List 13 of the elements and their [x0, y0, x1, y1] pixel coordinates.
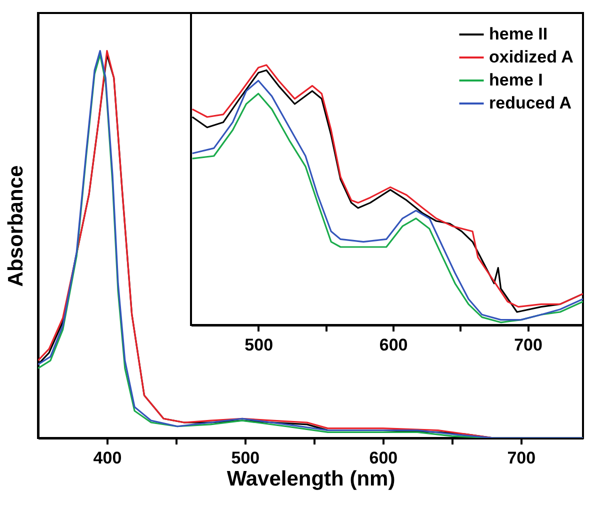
x-tick-label: 600 — [379, 336, 408, 354]
x-tick-label: 400 — [93, 448, 122, 468]
x-tick-label: 700 — [514, 336, 542, 354]
legend-label: heme II — [489, 24, 548, 44]
legend-label: oxidized A — [489, 48, 574, 66]
legend-label: heme I — [489, 70, 543, 90]
y-axis-title: Absorbance — [4, 165, 28, 287]
x-tick-label: 600 — [369, 448, 398, 468]
x-tick-label: 700 — [507, 448, 536, 468]
legend-label: reduced A — [489, 94, 572, 112]
x-axis-title: Wavelength (nm) — [226, 468, 396, 490]
x-tick-label: 500 — [244, 336, 274, 354]
x-tick-label: 500 — [231, 448, 260, 468]
